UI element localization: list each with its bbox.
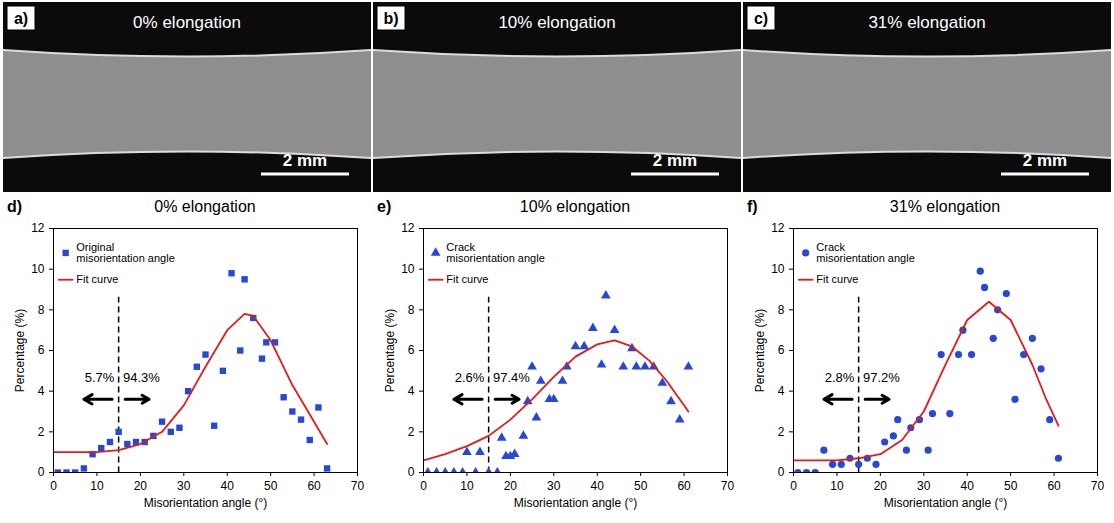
svg-text:10: 10 bbox=[90, 479, 104, 493]
svg-text:0: 0 bbox=[50, 479, 57, 493]
svg-text:0: 0 bbox=[790, 479, 797, 493]
svg-text:Misorientation angle (°): Misorientation angle (°) bbox=[514, 496, 638, 510]
svg-text:Crackmisorientation angle: Crackmisorientation angle bbox=[816, 241, 914, 264]
svg-text:2.8%: 2.8% bbox=[825, 370, 855, 385]
svg-text:50: 50 bbox=[264, 479, 278, 493]
svg-text:a): a) bbox=[14, 10, 28, 27]
svg-text:6: 6 bbox=[38, 343, 45, 357]
svg-text:10: 10 bbox=[401, 262, 415, 276]
html-text:f): f) bbox=[747, 198, 758, 215]
html-text:31% elongation: 31% elongation bbox=[889, 198, 1001, 215]
svg-text:Crackmisorientation angle: Crackmisorientation angle bbox=[446, 241, 544, 264]
svg-text:10: 10 bbox=[771, 262, 785, 276]
svg-text:8: 8 bbox=[408, 303, 415, 317]
svg-text:40: 40 bbox=[221, 479, 235, 493]
svg-text:Fit curve: Fit curve bbox=[446, 273, 488, 285]
svg-text:2 mm: 2 mm bbox=[653, 151, 697, 170]
svg-text:12: 12 bbox=[31, 221, 45, 235]
svg-text:8: 8 bbox=[38, 303, 45, 317]
svg-text:60: 60 bbox=[307, 479, 321, 493]
svg-text:0: 0 bbox=[778, 465, 785, 479]
svg-text:97.2%: 97.2% bbox=[863, 370, 900, 385]
svg-text:40: 40 bbox=[591, 479, 605, 493]
svg-text:70: 70 bbox=[721, 479, 735, 493]
svg-text:Percentage (%): Percentage (%) bbox=[383, 309, 397, 392]
svg-text:97.4%: 97.4% bbox=[493, 370, 530, 385]
svg-text:10% elongation: 10% elongation bbox=[498, 13, 615, 32]
svg-text:12: 12 bbox=[401, 221, 415, 235]
svg-text:c): c) bbox=[754, 10, 768, 27]
svg-text:6: 6 bbox=[408, 343, 415, 357]
svg-text:31% elongation: 31% elongation bbox=[868, 13, 985, 32]
svg-text:4: 4 bbox=[408, 384, 415, 398]
svg-text:20: 20 bbox=[874, 479, 888, 493]
svg-text:10: 10 bbox=[31, 262, 45, 276]
svg-text:Originalmisorientation angle: Originalmisorientation angle bbox=[76, 241, 174, 264]
svg-text:20: 20 bbox=[504, 479, 518, 493]
svg-text:4: 4 bbox=[778, 384, 785, 398]
svg-text:70: 70 bbox=[1091, 479, 1105, 493]
svg-text:0% elongation: 0% elongation bbox=[133, 13, 241, 32]
svg-text:2 mm: 2 mm bbox=[1023, 151, 1067, 170]
html-text:10% elongation: 10% elongation bbox=[519, 198, 631, 215]
svg-text:40: 40 bbox=[961, 479, 975, 493]
svg-text:12: 12 bbox=[771, 221, 785, 235]
svg-text:10: 10 bbox=[830, 479, 844, 493]
svg-text:Fit curve: Fit curve bbox=[76, 273, 118, 285]
svg-text:2: 2 bbox=[38, 425, 45, 439]
svg-text:5.7%: 5.7% bbox=[85, 370, 115, 385]
svg-text:8: 8 bbox=[778, 303, 785, 317]
svg-text:2 mm: 2 mm bbox=[283, 151, 327, 170]
svg-text:0: 0 bbox=[38, 465, 45, 479]
svg-text:94.3%: 94.3% bbox=[123, 370, 160, 385]
svg-text:4: 4 bbox=[38, 384, 45, 398]
svg-text:2.6%: 2.6% bbox=[455, 370, 485, 385]
svg-text:Percentage (%): Percentage (%) bbox=[13, 309, 27, 392]
svg-text:70: 70 bbox=[351, 479, 365, 493]
svg-text:6: 6 bbox=[778, 343, 785, 357]
svg-text:2: 2 bbox=[778, 425, 785, 439]
svg-text:20: 20 bbox=[134, 479, 148, 493]
svg-text:30: 30 bbox=[547, 479, 561, 493]
svg-text:60: 60 bbox=[677, 479, 691, 493]
svg-text:30: 30 bbox=[917, 479, 931, 493]
svg-text:Misorientation angle (°): Misorientation angle (°) bbox=[884, 496, 1008, 510]
svg-text:Misorientation angle (°): Misorientation angle (°) bbox=[144, 496, 268, 510]
svg-text:10: 10 bbox=[460, 479, 474, 493]
html-text:e): e) bbox=[377, 198, 392, 215]
svg-text:0: 0 bbox=[420, 479, 427, 493]
html-text:0% elongation: 0% elongation bbox=[154, 198, 256, 215]
svg-text:Fit curve: Fit curve bbox=[816, 273, 858, 285]
svg-text:0: 0 bbox=[408, 465, 415, 479]
svg-text:50: 50 bbox=[634, 479, 648, 493]
svg-text:60: 60 bbox=[1047, 479, 1061, 493]
html-text:d): d) bbox=[7, 198, 23, 215]
svg-text:2: 2 bbox=[408, 425, 415, 439]
svg-text:30: 30 bbox=[177, 479, 191, 493]
svg-text:b): b) bbox=[383, 10, 398, 27]
svg-text:Percentage (%): Percentage (%) bbox=[753, 309, 767, 392]
svg-text:50: 50 bbox=[1004, 479, 1018, 493]
